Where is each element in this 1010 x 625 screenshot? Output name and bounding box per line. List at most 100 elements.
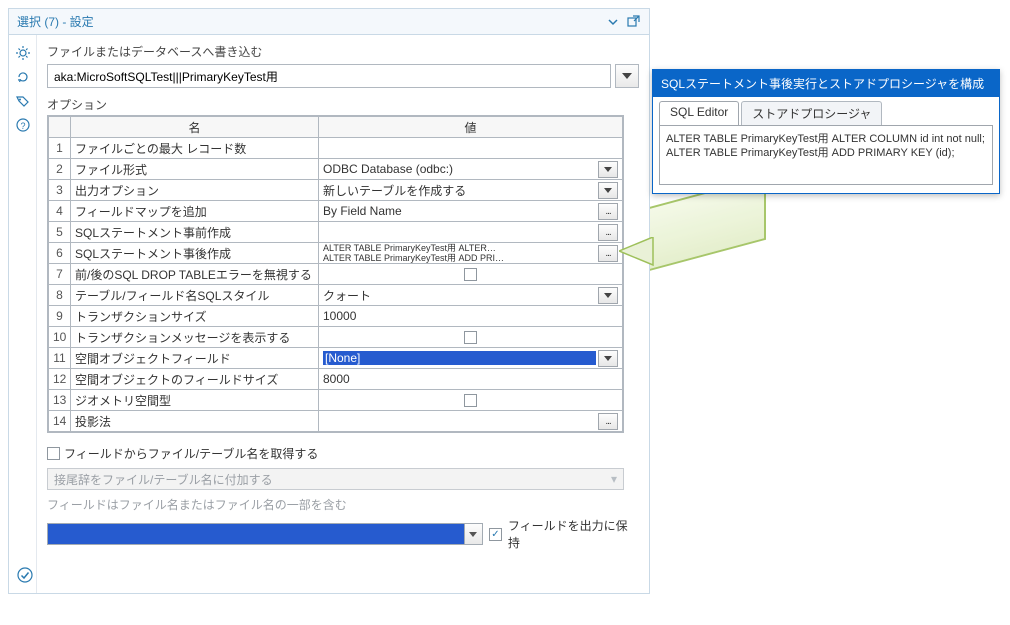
row-dropdown-button[interactable]	[598, 161, 618, 178]
row-value-text: クォート	[323, 287, 596, 304]
table-row[interactable]: 5SQLステートメント事前作成...	[49, 222, 623, 243]
field-table-name-checkbox[interactable]	[47, 447, 60, 460]
side-icon-rail: ?	[9, 35, 37, 593]
row-value[interactable]: By Field Name...	[319, 201, 623, 222]
table-row[interactable]: 7前/後のSQL DROP TABLEエラーを無視する	[49, 264, 623, 285]
file-target-dropdown-button[interactable]	[615, 64, 639, 88]
row-name: ファイルごとの最大 レコード数	[71, 138, 319, 159]
config-panel: 選択 (7) - 設定 ? ファイルまたはデータベースへ書き込む オプション 名	[8, 8, 650, 594]
row-num: 8	[49, 285, 71, 306]
row-value-text: [None]	[323, 351, 596, 365]
options-label: オプション	[47, 96, 639, 113]
row-num: 1	[49, 138, 71, 159]
table-row[interactable]: 11空間オブジェクトフィールド[None]	[49, 348, 623, 369]
row-checkbox[interactable]	[464, 394, 477, 407]
help-icon[interactable]: ?	[13, 115, 33, 135]
row-ellipsis-button[interactable]: ...	[598, 224, 618, 241]
row-value[interactable]	[319, 264, 623, 285]
keep-field-label: フィールドを出力に保持	[508, 517, 639, 551]
row-value[interactable]: ...	[319, 411, 623, 432]
row-value-text: ODBC Database (odbc:)	[323, 162, 596, 176]
sql-popup: SQLステートメント事後実行とストアドプロシージャを構成 SQL Editor …	[652, 69, 1000, 194]
row-ellipsis-button[interactable]: ...	[598, 413, 618, 430]
row-value[interactable]: クォート	[319, 285, 623, 306]
row-dropdown-button[interactable]	[598, 182, 618, 199]
row-num: 4	[49, 201, 71, 222]
row-name: ジオメトリ空間型	[71, 390, 319, 411]
tab-stored-proc[interactable]: ストアドプロシージャ	[741, 101, 882, 125]
sql-popup-title: SQLステートメント事後実行とストアドプロシージャを構成	[653, 70, 999, 97]
chevron-down-icon[interactable]	[464, 524, 482, 544]
row-name: SQLステートメント事後作成	[71, 243, 319, 264]
row-num: 7	[49, 264, 71, 285]
row-value[interactable]	[319, 138, 623, 159]
gear-icon[interactable]	[13, 43, 33, 63]
sql-popup-tabs: SQL Editor ストアドプロシージャ	[653, 97, 999, 125]
row-value[interactable]	[319, 390, 623, 411]
row-name: 前/後のSQL DROP TABLEエラーを無視する	[71, 264, 319, 285]
row-value[interactable]: ODBC Database (odbc:)	[319, 159, 623, 180]
table-row[interactable]: 8テーブル/フィールド名SQLスタイルクォート	[49, 285, 623, 306]
table-row[interactable]: 4フィールドマップを追加By Field Name...	[49, 201, 623, 222]
field-hint: フィールドはファイル名またはファイル名の一部を含む	[47, 496, 639, 513]
row-value[interactable]: ...	[319, 222, 623, 243]
tab-sql-editor[interactable]: SQL Editor	[659, 101, 739, 125]
panel-header: 選択 (7) - 設定	[9, 9, 649, 35]
row-ellipsis-button[interactable]: ...	[598, 203, 618, 220]
row-name: SQLステートメント事前作成	[71, 222, 319, 243]
row-value[interactable]: ALTER TABLE PrimaryKeyTest用 ALTER… ALTER…	[319, 243, 623, 264]
row-checkbox[interactable]	[464, 268, 477, 281]
row-checkbox[interactable]	[464, 331, 477, 344]
sql-editor-text[interactable]: ALTER TABLE PrimaryKeyTest用 ALTER COLUMN…	[659, 125, 993, 185]
table-row[interactable]: 9トランザクションサイズ 10000	[49, 306, 623, 327]
row-value-text: 8000	[323, 372, 618, 386]
table-row[interactable]: 10トランザクションメッセージを表示する	[49, 327, 623, 348]
row-num: 12	[49, 369, 71, 390]
file-target-input[interactable]	[47, 64, 611, 88]
field-select[interactable]	[47, 523, 483, 545]
row-name: 出力オプション	[71, 180, 319, 201]
row-value[interactable]	[319, 327, 623, 348]
status-ok-icon	[17, 567, 35, 585]
row-value[interactable]: 8000	[319, 369, 623, 390]
refresh-icon[interactable]	[13, 67, 33, 87]
row-num: 3	[49, 180, 71, 201]
row-value-text: By Field Name	[323, 204, 596, 218]
row-value[interactable]: 10000	[319, 306, 623, 327]
row-value[interactable]: [None]	[319, 348, 623, 369]
row-name: 投影法	[71, 411, 319, 432]
col-header-num	[49, 117, 71, 138]
table-row[interactable]: 14投影法...	[49, 411, 623, 432]
table-row[interactable]: 3出力オプション新しいテーブルを作成する	[49, 180, 623, 201]
sql-preview-text: ALTER TABLE PrimaryKeyTest用 ALTER… ALTER…	[323, 243, 596, 263]
row-ellipsis-button[interactable]: ...	[598, 245, 618, 262]
table-row[interactable]: 13ジオメトリ空間型	[49, 390, 623, 411]
tag-icon[interactable]	[13, 91, 33, 111]
row-name: トランザクションメッセージを表示する	[71, 327, 319, 348]
row-value-text: 10000	[323, 309, 618, 323]
row-dropdown-button[interactable]	[598, 287, 618, 304]
row-num: 2	[49, 159, 71, 180]
row-value-text: 新しいテーブルを作成する	[323, 182, 596, 199]
row-num: 5	[49, 222, 71, 243]
row-num: 9	[49, 306, 71, 327]
table-row[interactable]: 12空間オブジェクトのフィールドサイズ8000	[49, 369, 623, 390]
table-row[interactable]: 1ファイルごとの最大 レコード数	[49, 138, 623, 159]
popout-icon[interactable]	[625, 14, 641, 30]
row-value[interactable]: 新しいテーブルを作成する	[319, 180, 623, 201]
row-name: テーブル/フィールド名SQLスタイル	[71, 285, 319, 306]
row-num: 6	[49, 243, 71, 264]
row-num: 10	[49, 327, 71, 348]
table-row[interactable]: 2ファイル形式ODBC Database (odbc:)	[49, 159, 623, 180]
row-name: トランザクションサイズ	[71, 306, 319, 327]
row-dropdown-button[interactable]	[598, 350, 618, 367]
keep-field-checkbox[interactable]	[489, 528, 502, 541]
table-row[interactable]: 6SQLステートメント事後作成ALTER TABLE PrimaryKeyTes…	[49, 243, 623, 264]
col-header-value: 値	[319, 117, 623, 138]
row-num: 13	[49, 390, 71, 411]
row-num: 14	[49, 411, 71, 432]
col-header-name: 名	[71, 117, 319, 138]
svg-text:?: ?	[20, 121, 25, 131]
options-grid: 名 値 1ファイルごとの最大 レコード数2ファイル形式ODBC Database…	[47, 115, 624, 433]
collapse-icon[interactable]	[605, 14, 621, 30]
